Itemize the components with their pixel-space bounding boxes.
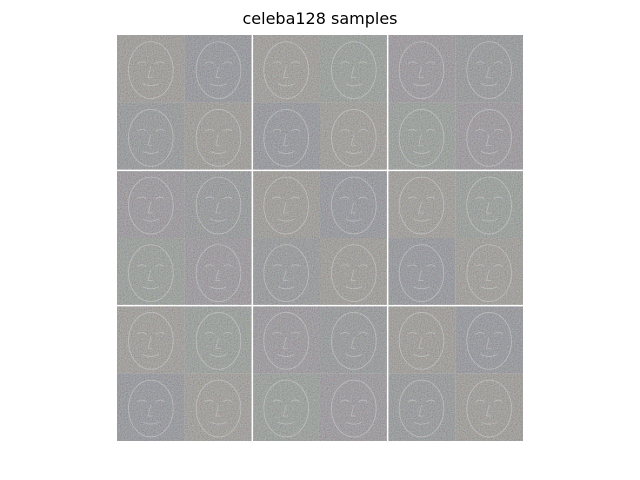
face-sample-tile [455,305,523,374]
face-sample-tile [387,238,456,306]
face-sample-tile [117,373,185,441]
sample-image-grid [117,35,523,441]
face-sample-tile [184,102,253,171]
face-sample-tile [252,170,320,238]
face-sample-tile [184,170,253,238]
face-sample-tile [252,373,320,441]
grid-lines [117,35,523,441]
face-sample-tile [320,238,388,306]
face-sample-tile [117,102,185,171]
figure-title: celeba128 samples [242,9,398,28]
face-sample-tile [184,238,253,306]
face-sample-tile [117,35,185,103]
face-sample-tile [455,238,523,306]
face-sample-tile [320,305,388,374]
face-sample-tile [387,373,456,441]
face-sample-tile [455,170,523,238]
face-sample-tile [387,35,456,103]
face-sample-tile [387,170,456,238]
face-sample-tile [387,102,456,171]
sample-grid-canvas [117,35,523,441]
face-sample-tile [320,102,388,171]
face-sample-tile [117,305,185,374]
face-tiles [117,35,523,441]
face-sample-tile [320,170,388,238]
face-sample-tile [455,35,523,103]
face-sample-tile [252,238,320,306]
face-sample-tile [252,305,320,374]
face-sample-tile [184,305,253,374]
face-sample-tile [320,373,388,441]
face-sample-tile [184,35,253,103]
face-sample-tile [117,170,185,238]
face-sample-tile [252,35,320,103]
face-sample-tile [455,373,523,441]
face-sample-tile [117,238,185,306]
face-sample-tile [387,305,456,374]
face-sample-tile [320,35,388,103]
face-sample-tile [455,102,523,171]
face-sample-tile [184,373,253,441]
face-sample-tile [252,102,320,171]
